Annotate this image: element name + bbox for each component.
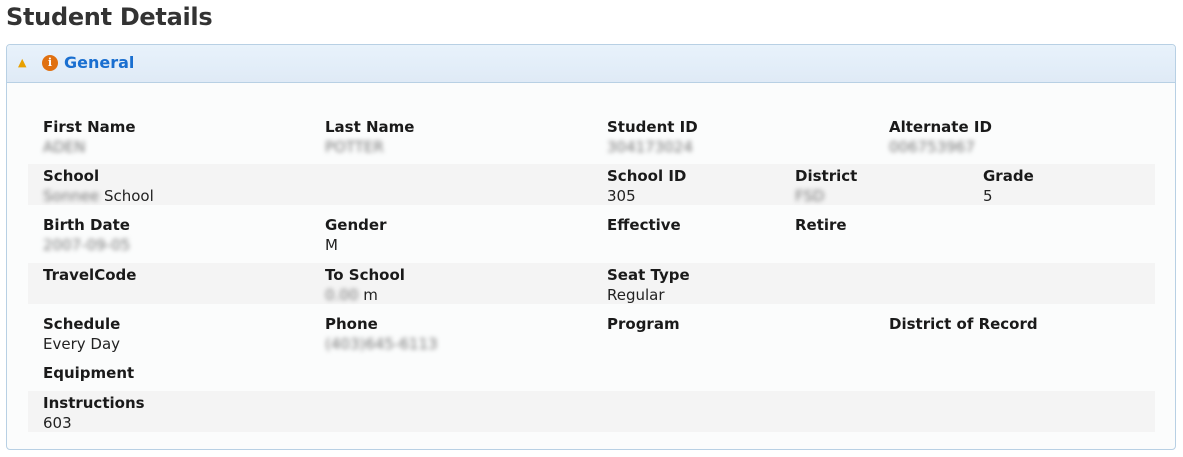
field-value: FSD (795, 187, 825, 205)
field-value: Regular (607, 286, 665, 304)
field-value-text: School (103, 187, 154, 205)
field-travel-code: TravelCode (43, 265, 136, 285)
field-seat-type: Seat Type Regular (607, 265, 690, 305)
field-schedule: Schedule Every Day (43, 314, 120, 354)
field-value: 2007-09-05 (43, 236, 131, 254)
info-icon: i (42, 55, 58, 71)
field-value: Sonnee School (43, 186, 154, 206)
field-label: Instructions (43, 394, 145, 412)
field-grade: Grade 5 (983, 166, 1034, 206)
general-panel: ▲ i General (6, 44, 1176, 450)
field-label: Retire (795, 216, 847, 234)
page-title: Student Details (6, 3, 213, 31)
field-value: 305 (607, 187, 636, 205)
field-alternate-id: Alternate ID 006753967 (889, 117, 992, 157)
panel-title[interactable]: General (64, 53, 135, 72)
field-label: Effective (607, 216, 681, 234)
chevron-up-icon[interactable]: ▲ (18, 56, 27, 69)
field-row: Birth Date 2007-09-05 Gender M Effective R… (28, 213, 1155, 254)
field-label: First Name (43, 118, 136, 136)
field-unit: m (363, 286, 378, 304)
field-label: Gender (325, 216, 387, 234)
field-school: School Sonnee School (43, 166, 154, 206)
field-retire: Retire (795, 215, 847, 235)
field-label: District (795, 167, 858, 185)
field-value: 006753967 (889, 138, 975, 156)
field-value-blurred: 0.00 (325, 286, 359, 304)
field-label: School (43, 167, 100, 185)
field-school-id: School ID 305 (607, 166, 686, 206)
field-student-id: Student ID 304173024 (607, 117, 698, 157)
field-program: Program (607, 314, 680, 334)
field-value: 0.00 m (325, 285, 405, 305)
field-row: TravelCode To School 0.00 m Seat Type Regu… (28, 263, 1155, 304)
field-row: School Sonnee School School ID 305 Distric… (28, 164, 1155, 205)
field-label: District of Record (889, 315, 1038, 333)
field-label: Birth Date (43, 216, 130, 234)
field-value: ADEN (43, 138, 86, 156)
field-value: 603 (43, 414, 72, 432)
field-label: Grade (983, 167, 1034, 185)
field-value: 304173024 (607, 138, 693, 156)
field-district-of-record: District of Record (889, 314, 1038, 334)
field-gender: Gender M (325, 215, 386, 255)
field-label: TravelCode (43, 266, 137, 284)
field-instructions: Instructions 603 (43, 393, 145, 433)
field-row: First Name ADEN Last Name POTTER Student I… (28, 115, 1155, 156)
field-value: 5 (983, 187, 993, 205)
field-label: Phone (325, 315, 378, 333)
field-row: Equipment (28, 361, 1155, 389)
field-district: District FSD (795, 166, 857, 206)
field-label: Schedule (43, 315, 121, 333)
field-first-name: First Name ADEN (43, 117, 136, 157)
field-effective: Effective (607, 215, 681, 235)
field-label: Alternate ID (889, 118, 992, 136)
field-value: Every Day (43, 335, 121, 353)
field-phone: Phone (403)645-6113 (325, 314, 438, 354)
field-label: Seat Type (607, 266, 690, 284)
field-value: POTTER (325, 138, 384, 156)
field-label: Equipment (43, 364, 135, 382)
field-value: M (325, 236, 338, 254)
field-label: To School (325, 266, 405, 284)
field-label: School ID (607, 167, 687, 185)
field-value: (403)645-6113 (325, 335, 438, 353)
field-equipment: Equipment (43, 363, 134, 383)
field-value-blurred: Sonnee (43, 187, 100, 205)
field-to-school: To School 0.00 m (325, 265, 405, 305)
field-last-name: Last Name POTTER (325, 117, 414, 157)
field-label: Last Name (325, 118, 415, 136)
field-row: Instructions 603 (28, 391, 1155, 432)
field-birth-date: Birth Date 2007-09-05 (43, 215, 130, 255)
field-label: Student ID (607, 118, 698, 136)
field-row: Schedule Every Day Phone (403)645-6113 Pro… (28, 312, 1155, 353)
field-label: Program (607, 315, 680, 333)
general-panel-header[interactable]: ▲ i General (7, 45, 1175, 83)
